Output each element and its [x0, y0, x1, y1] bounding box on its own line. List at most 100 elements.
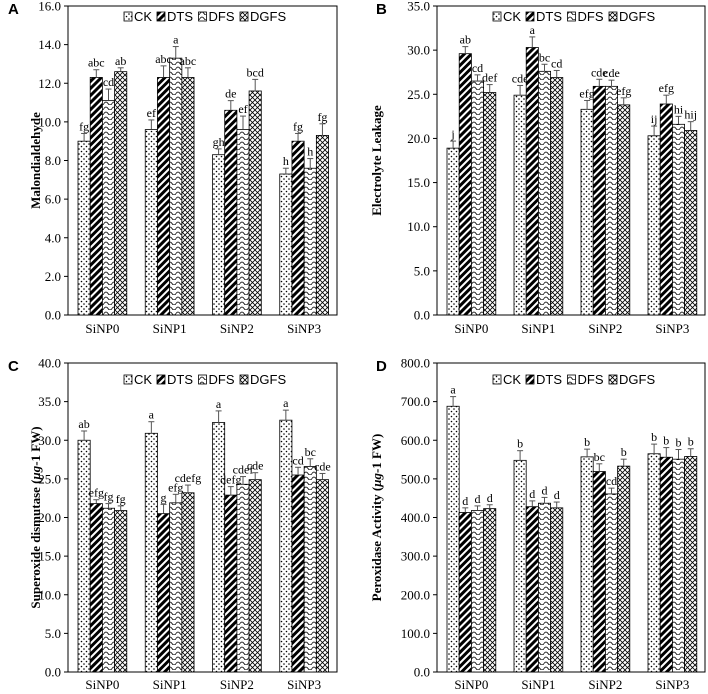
legend-swatch-dts [525, 11, 535, 22]
bar-dgfs-sinp1 [181, 77, 195, 316]
legend-label-dgfs: DGFS [250, 9, 286, 24]
x-category-label: SiNP0 [85, 321, 119, 336]
legend-label-dgfs: DGFS [250, 372, 286, 387]
legend-swatch-dfs [198, 374, 207, 385]
y-axis-label: Peroxidase Activity (μg-1 FW) [369, 434, 384, 602]
y-tick-label: 14.0 [38, 37, 61, 52]
legend-label-dfs: DFS [209, 9, 235, 24]
bar-dgfs-sinp3 [684, 130, 698, 316]
y-tick-label: 6.0 [45, 192, 61, 207]
bar-dts-sinp1 [525, 506, 539, 673]
significance-label: a [450, 383, 456, 397]
significance-label: cd [551, 56, 562, 70]
bar-dfs-sinp0 [102, 507, 116, 673]
bar-dgfs-sinp0 [483, 508, 497, 673]
x-category-label: SiNP0 [454, 321, 488, 336]
x-category-label: SiNP0 [454, 677, 488, 692]
bar-dfs-sinp1 [538, 70, 552, 316]
bar-ck-sinp3 [279, 173, 293, 316]
plot-frame [436, 5, 706, 316]
significance-label: efg [579, 86, 594, 100]
x-category-label: SiNP1 [521, 677, 555, 692]
x-category-label: SiNP2 [220, 321, 254, 336]
significance-label: efg [89, 486, 104, 500]
significance-label: b [651, 430, 657, 444]
bar-dts-sinp3 [291, 140, 305, 316]
bar-dgfs-sinp3 [315, 134, 329, 316]
significance-label: a [173, 33, 179, 47]
bar-ck-sinp1 [144, 129, 158, 316]
y-tick-label: 500.0 [401, 471, 430, 486]
panel-d: D 0.0 100.0 200.0 300.0 400.0 500.0 600.0 700.0 8… [369, 356, 706, 692]
legend: CK DTS DFS DGFS [492, 372, 655, 387]
bar-dfs-sinp0 [470, 80, 484, 316]
significance-label: d [554, 488, 560, 502]
x-category-label: SiNP1 [153, 321, 187, 336]
legend-label-dts: DTS [536, 372, 562, 387]
bar-ck-sinp3 [279, 419, 293, 673]
panel-b: B 0.0 5.0 10.0 15.0 20.0 25.0 30.0 35.0 Electroly… [369, 0, 706, 336]
y-tick-label: 600.0 [401, 433, 430, 448]
significance-label: hij [684, 108, 697, 122]
significance-label: defg [220, 473, 241, 487]
significance-label: d [542, 483, 548, 497]
legend-swatch-ck [123, 374, 133, 385]
bar-dfs-sinp3 [303, 466, 317, 673]
significance-label: efg [659, 81, 674, 95]
y-axis-label: Superoxide dismutase (μg-1 FW) [28, 426, 43, 608]
bar-dfs-sinp1 [538, 502, 552, 673]
bar-dts-sinp0 [89, 503, 103, 673]
legend-swatch-dts [156, 374, 166, 385]
legend-swatch-ck [123, 11, 133, 22]
significance-label: fg [317, 110, 327, 124]
y-tick-label: 25.0 [38, 471, 61, 486]
y-tick-label: 4.0 [45, 230, 61, 245]
bar-dts-sinp1 [525, 47, 539, 316]
legend-label-dgfs: DGFS [619, 372, 655, 387]
legend-label-ck: CK [503, 372, 521, 387]
bar-dgfs-sinp1 [181, 492, 195, 673]
significance-label: bcd [247, 65, 264, 79]
significance-label: cde [314, 459, 331, 473]
significance-label: cdef [233, 463, 254, 477]
y-tick-label: 25.0 [407, 87, 430, 102]
bar-dts-sinp1 [157, 513, 171, 673]
significance-label: b [584, 435, 590, 449]
significance-label: cde [603, 66, 620, 80]
significance-label: g [161, 490, 167, 504]
x-category-label: SiNP1 [153, 677, 187, 692]
bar-dfs-sinp3 [672, 458, 686, 673]
significance-label: def [482, 71, 497, 85]
legend-swatch-dfs [567, 11, 576, 22]
significance-label: ab [460, 33, 471, 47]
y-tick-label: 0.0 [414, 308, 430, 323]
legend-swatch-ck [492, 374, 502, 385]
panel-letter: A [8, 1, 19, 18]
x-category-label: SiNP2 [220, 677, 254, 692]
bar-dgfs-sinp2 [617, 465, 631, 673]
x-category-label: SiNP3 [287, 677, 321, 692]
bar-ck-sinp3 [647, 135, 661, 316]
bar-dts-sinp0 [458, 53, 472, 316]
bar-dfs-sinp1 [169, 502, 183, 673]
legend-label-dts: DTS [167, 372, 193, 387]
significance-label: a [216, 397, 222, 411]
panel-a: A 0.0 2.0 4.0 6.0 8.0 10.0 12.0 14.0 16.0 Malondia… [8, 0, 338, 336]
bar-dts-sinp2 [592, 471, 606, 673]
bar-dfs-sinp2 [236, 129, 250, 316]
bar-dfs-sinp2 [605, 493, 619, 673]
y-tick-label: 10.0 [38, 114, 61, 129]
bar-dts-sinp0 [89, 77, 103, 316]
legend-swatch-dfs [198, 11, 207, 22]
y-tick-label: 8.0 [45, 153, 61, 168]
significance-label: ij [651, 112, 658, 126]
significance-label: b [663, 434, 669, 448]
panel-c: C 0.0 5.0 10.0 15.0 20.0 25.0 30.0 35.0 40.0 Super… [8, 356, 338, 692]
significance-label: cd [472, 61, 483, 75]
significance-label: gh [213, 135, 225, 149]
bar-dfs-sinp1 [169, 57, 183, 316]
y-tick-label: 12.0 [38, 76, 61, 91]
bar-dgfs-sinp1 [550, 77, 564, 316]
significance-label: ab [115, 54, 126, 68]
